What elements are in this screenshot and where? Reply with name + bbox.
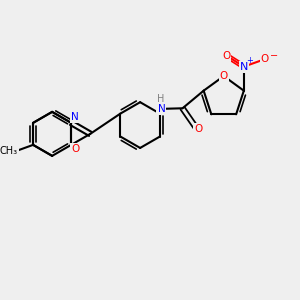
Text: N: N: [71, 112, 79, 122]
Text: O: O: [194, 124, 203, 134]
Text: O: O: [220, 71, 228, 81]
Text: N: N: [158, 104, 165, 114]
Text: CH₃: CH₃: [0, 146, 18, 156]
Text: +: +: [246, 56, 253, 65]
Text: H: H: [158, 94, 165, 104]
Text: −: −: [270, 51, 278, 61]
Text: N: N: [240, 61, 248, 72]
Text: O: O: [222, 51, 230, 62]
Text: O: O: [261, 54, 269, 64]
Text: O: O: [71, 144, 80, 154]
